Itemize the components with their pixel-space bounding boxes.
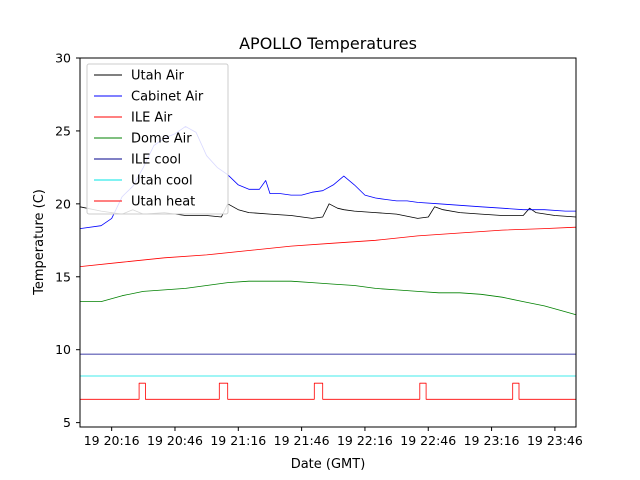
legend-label: Utah heat [131, 195, 195, 210]
y-tick-label: 5 [63, 415, 71, 430]
legend-label: ILE Air [131, 111, 173, 126]
x-tick-label: 19 23:16 [464, 433, 520, 448]
y-tick-label: 30 [55, 51, 71, 66]
y-tick-label: 15 [55, 269, 71, 284]
x-tick-label: 19 20:46 [147, 433, 203, 448]
y-tick-label: 20 [55, 196, 71, 211]
y-tick-label: 10 [55, 342, 71, 357]
x-axis-title: Date (GMT) [291, 457, 366, 472]
y-tick-label: 25 [55, 123, 71, 138]
x-tick-label: 19 23:46 [527, 433, 583, 448]
series-line-utah-heat [80, 382, 576, 400]
legend-label: ILE cool [131, 153, 181, 168]
legend-label: Cabinet Air [131, 90, 204, 105]
x-tick-label: 19 21:16 [210, 433, 266, 448]
series-line-ile-air [79, 226, 577, 267]
series-line-dome-air [80, 280, 577, 316]
legend: Utah Air Cabinet Air ILE Air Dome Air ILE co… [86, 63, 229, 215]
x-tick-label: 19 20:16 [84, 433, 140, 448]
x-tick-label: 19 21:46 [274, 433, 330, 448]
legend-box [86, 63, 229, 215]
plot-frame [79, 57, 577, 428]
x-tick-label: 19 22:16 [337, 433, 393, 448]
ticks-layer: 5 10 15 20 25 30 19 20:16 19 20:46 19 21:16 19 21… [55, 51, 583, 449]
chart-title: APOLLO Temperatures [239, 34, 417, 53]
legend-label: Utah cool [131, 174, 193, 189]
x-tick-label: 19 22:46 [400, 433, 456, 448]
legend-label: Dome Air [131, 132, 192, 147]
y-axis-title: Temperature (C) [32, 189, 47, 296]
legend-label: Utah Air [131, 69, 184, 84]
